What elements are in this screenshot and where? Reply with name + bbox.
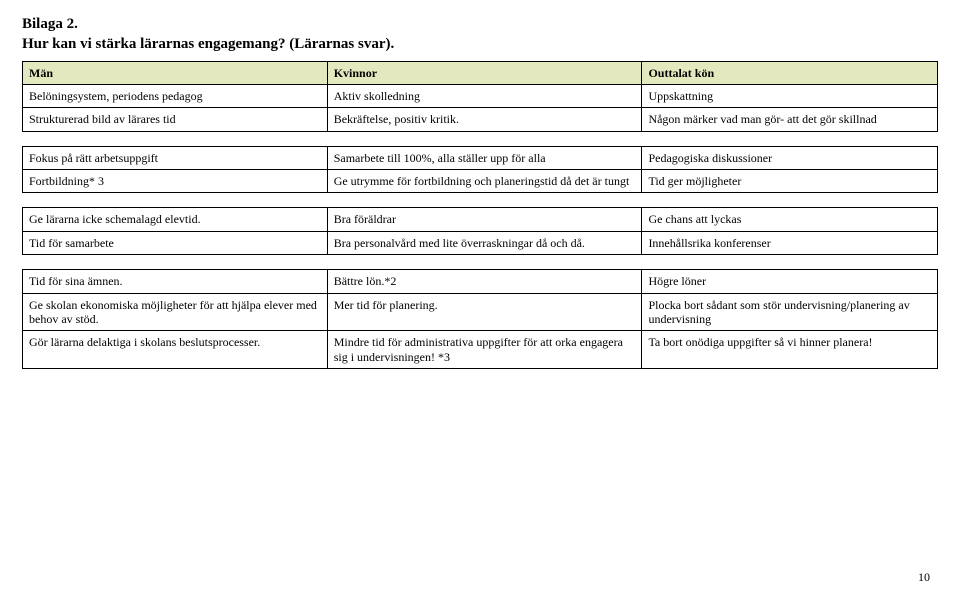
cell: Fortbildning* 3 — [23, 170, 328, 193]
table-row: Fokus på rätt arbetsuppgift Samarbete ti… — [23, 146, 938, 169]
table-row: Tid för sina ämnen. Bättre lön.*2 Högre … — [23, 270, 938, 293]
cell: Någon märker vad man gör- att det gör sk… — [642, 108, 938, 131]
cell: Mer tid för planering. — [327, 293, 642, 331]
cell: Mindre tid för administrativa uppgifter … — [327, 331, 642, 369]
cell: Ge utrymme för fortbildning och planerin… — [327, 170, 642, 193]
table-row: Strukturerad bild av lärares tid Bekräft… — [23, 108, 938, 131]
col-header-3: Outtalat kön — [642, 61, 938, 84]
table-row: Gör lärarna delaktiga i skolans beslutsp… — [23, 331, 938, 369]
col-header-2: Kvinnor — [327, 61, 642, 84]
cell: Ge lärarna icke schemalagd elevtid. — [23, 208, 328, 231]
main-table: Män Kvinnor Outtalat kön Belöningsystem,… — [22, 61, 938, 370]
table-header-row: Män Kvinnor Outtalat kön — [23, 61, 938, 84]
cell: Högre löner — [642, 270, 938, 293]
table-gap — [23, 193, 938, 208]
table-row: Tid för samarbete Bra personalvård med l… — [23, 231, 938, 254]
cell: Gör lärarna delaktiga i skolans beslutsp… — [23, 331, 328, 369]
table-row: Belöningsystem, periodens pedagog Aktiv … — [23, 84, 938, 107]
cell: Bekräftelse, positiv kritik. — [327, 108, 642, 131]
heading-line2: Hur kan vi stärka lärarnas engagemang? (… — [22, 34, 938, 54]
cell: Strukturerad bild av lärares tid — [23, 108, 328, 131]
cell: Bra föräldrar — [327, 208, 642, 231]
cell: Aktiv skolledning — [327, 84, 642, 107]
cell: Tid för sina ämnen. — [23, 270, 328, 293]
cell: Bättre lön.*2 — [327, 270, 642, 293]
cell: Tid för samarbete — [23, 231, 328, 254]
cell: Belöningsystem, periodens pedagog — [23, 84, 328, 107]
cell: Bra personalvård med lite överraskningar… — [327, 231, 642, 254]
cell: Ta bort onödiga uppgifter så vi hinner p… — [642, 331, 938, 369]
cell: Tid ger möjligheter — [642, 170, 938, 193]
table-row: Fortbildning* 3 Ge utrymme för fortbildn… — [23, 170, 938, 193]
col-header-1: Män — [23, 61, 328, 84]
cell: Samarbete till 100%, alla ställer upp fö… — [327, 146, 642, 169]
page-number: 10 — [918, 570, 930, 585]
heading-line1: Bilaga 2. — [22, 14, 938, 34]
cell: Ge skolan ekonomiska möjligheter för att… — [23, 293, 328, 331]
cell: Plocka bort sådant som stör undervisning… — [642, 293, 938, 331]
table-row: Ge lärarna icke schemalagd elevtid. Bra … — [23, 208, 938, 231]
cell: Fokus på rätt arbetsuppgift — [23, 146, 328, 169]
cell: Uppskattning — [642, 84, 938, 107]
table-gap — [23, 255, 938, 270]
table-row: Ge skolan ekonomiska möjligheter för att… — [23, 293, 938, 331]
cell: Innehållsrika konferenser — [642, 231, 938, 254]
cell: Pedagogiska diskussioner — [642, 146, 938, 169]
table-gap — [23, 131, 938, 146]
cell: Ge chans att lyckas — [642, 208, 938, 231]
